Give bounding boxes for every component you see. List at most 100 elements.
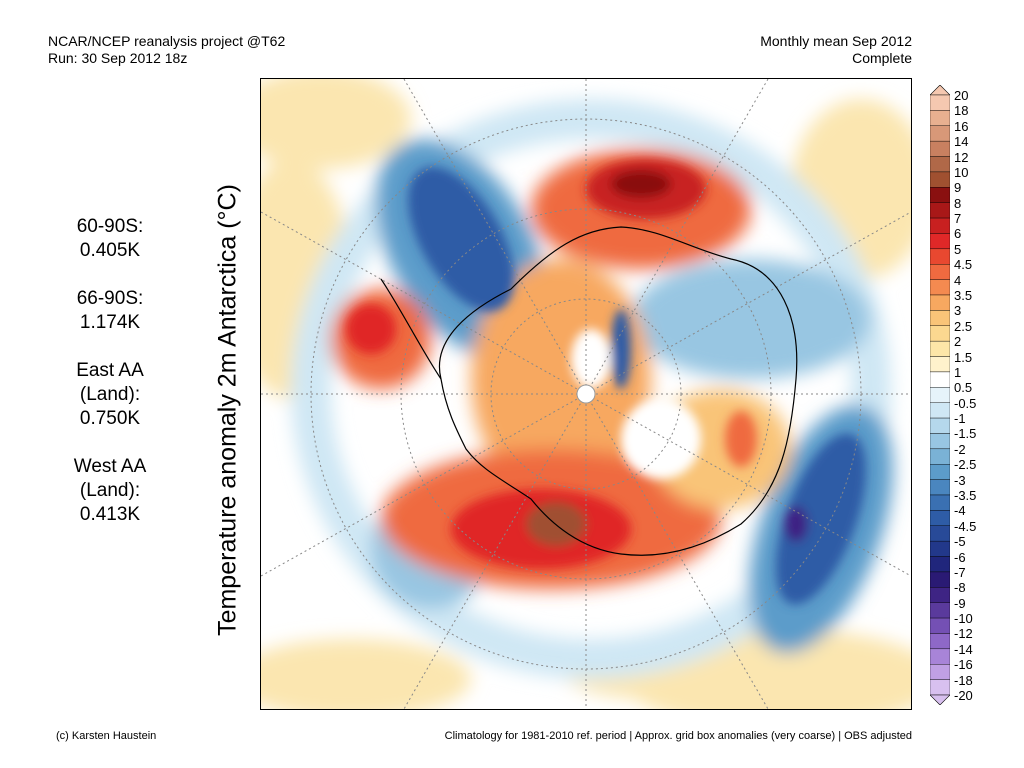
colorbar-max-arrow (930, 85, 950, 96)
header-left: NCAR/NCEP reanalysis project @T62 Run: 3… (48, 33, 285, 67)
colorbar-tick-label: 0.5 (954, 380, 973, 396)
colorbar-swatch (930, 602, 950, 619)
anomaly-field (261, 79, 911, 709)
colorbar-tick-label: -4.5 (954, 518, 977, 534)
colorbar-swatch (930, 264, 950, 280)
graticule (261, 79, 911, 709)
colorbar-tick-label: -2 (954, 441, 966, 457)
colorbar-tick-label: -12 (954, 626, 973, 642)
colorbar-swatch (930, 356, 950, 373)
colorbar-swatch (930, 110, 950, 126)
colorbar-tick-label: 14 (954, 134, 969, 150)
colorbar-swatch (930, 587, 950, 603)
colorbar-tick-label: 3.5 (954, 288, 973, 303)
colorbar-tick-label: 9 (954, 180, 962, 196)
stat-west-aa: West AA (Land): 0.413K (40, 455, 180, 527)
stat-line: (Land): (79, 480, 141, 501)
colorbar-tick-label: -6 (954, 549, 966, 565)
colorbar-tick-label: 1 (954, 364, 962, 380)
colorbar-swatch (930, 171, 950, 188)
stat-66-90s: 66-90S: 1.174K (40, 287, 180, 335)
colorbar-swatch (930, 156, 950, 173)
colorbar-swatch (930, 571, 950, 588)
regional-stats: 60-90S: 0.405K 66-90S: 1.174K East AA (L… (40, 215, 180, 551)
colorbar-tick-label: -18 (954, 672, 973, 688)
colorbar-tick-label: 10 (954, 164, 969, 180)
colorbar-tick-label: 1.5 (954, 349, 973, 365)
colorbar-swatch (930, 402, 950, 419)
colorbar-swatch (930, 248, 950, 265)
period-title: Monthly mean Sep 2012 (760, 33, 912, 49)
colorbar-swatch (930, 479, 950, 496)
map-ylabel: Temperature anomaly 2m Antarctica (°C) (213, 184, 242, 636)
colorbar-swatch (930, 371, 950, 388)
colorbar-swatch (930, 648, 950, 665)
colorbar-swatch (930, 202, 950, 219)
colorbar-swatch (930, 233, 950, 250)
colorbar-tick-label: -1.5 (954, 426, 977, 442)
stat-line: (Land): (79, 384, 141, 405)
colorbar-swatch (930, 525, 950, 542)
colorbar-swatch (930, 125, 950, 142)
colorbar-swatch (930, 417, 950, 434)
colorbar-swatch (930, 617, 950, 634)
colorbar-tick-label: 2.5 (954, 318, 973, 334)
colorbar-swatch (930, 94, 950, 111)
header-right: Monthly mean Sep 2012 Complete (760, 33, 912, 67)
stat-60-90s: 60-90S: 0.405K (40, 215, 180, 263)
colorbar-tick-label: 4.5 (954, 257, 973, 273)
colorbar-tick-label: -3 (954, 472, 966, 488)
anomaly-map (260, 78, 912, 710)
colorbar-tick-label: 5 (954, 241, 962, 257)
colorbar-swatch (930, 540, 950, 557)
colorbar (930, 85, 950, 705)
colorbar-tick-label: 2 (954, 334, 962, 350)
colorbar-swatch (930, 294, 950, 311)
colorbar-tick-label: -20 (954, 688, 973, 703)
stat-line: 60-90S: (76, 216, 144, 237)
colorbar-swatch (930, 217, 950, 234)
colorbar-swatch (930, 494, 950, 511)
colorbar-tick-label: -4 (954, 503, 966, 519)
colorbar-swatch (930, 448, 950, 465)
colorbar-tick-label: -8 (954, 580, 966, 596)
colorbar-tick-label: 7 (954, 211, 962, 227)
stat-line: 0.413K (79, 504, 141, 525)
colorbar-tick-label: 4 (954, 272, 962, 288)
stat-line: West AA (73, 456, 147, 477)
colorbar-tick-label: 16 (954, 118, 969, 134)
colorbar-tick-label: -10 (954, 611, 973, 627)
colorbar-swatch (930, 340, 950, 357)
stat-east-aa: East AA (Land): 0.750K (40, 359, 180, 431)
colorbar-swatch (930, 433, 950, 450)
map-canvas (261, 79, 911, 709)
colorbar-swatch (930, 279, 950, 296)
colorbar-tick-label: -7 (954, 564, 966, 580)
colorbar-tick-label: 18 (954, 103, 969, 119)
completeness-status: Complete (852, 50, 912, 66)
colorbar-tick-label: -5 (954, 534, 966, 550)
colorbar-swatch (930, 387, 950, 403)
copyright: (c) Karsten Haustein (56, 730, 157, 742)
footnote: Climatology for 1981-2010 ref. period | … (444, 730, 912, 742)
colorbar-min-arrow (930, 694, 950, 705)
colorbar-tick-label: 3 (954, 303, 962, 319)
colorbar-tick-label: 12 (954, 149, 969, 165)
colorbar-tick-label: -16 (954, 657, 973, 673)
colorbar-swatch (930, 664, 950, 680)
colorbar-swatch (930, 556, 950, 573)
colorbar-swatch (930, 140, 950, 157)
stat-line: East AA (76, 360, 144, 381)
colorbar-tick-label: 8 (954, 195, 962, 211)
colorbar-tick-label: 6 (954, 226, 962, 242)
colorbar-swatch (930, 325, 950, 342)
colorbar-tick-label: -1 (954, 411, 966, 427)
colorbar-tick-label: -14 (954, 641, 973, 657)
stat-line: 66-90S: (76, 288, 144, 309)
colorbar-swatch (930, 510, 950, 526)
stat-line: 0.405K (79, 240, 141, 261)
colorbar-swatch (930, 187, 950, 203)
colorbar-swatch (930, 464, 950, 480)
stat-line: 1.174K (79, 312, 141, 333)
colorbar-swatch (930, 679, 950, 696)
